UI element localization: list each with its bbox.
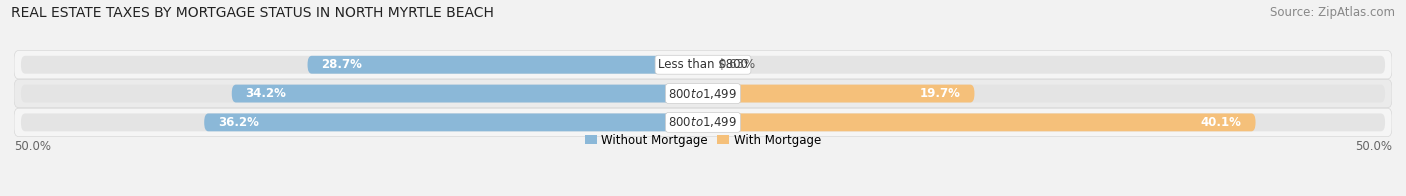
FancyBboxPatch shape [14, 51, 1392, 79]
Text: 19.7%: 19.7% [920, 87, 960, 100]
Text: 34.2%: 34.2% [246, 87, 287, 100]
Text: 50.0%: 50.0% [1355, 140, 1392, 153]
FancyBboxPatch shape [703, 85, 974, 103]
FancyBboxPatch shape [21, 113, 1385, 131]
Text: 40.1%: 40.1% [1201, 116, 1241, 129]
FancyBboxPatch shape [308, 56, 703, 74]
Text: Source: ZipAtlas.com: Source: ZipAtlas.com [1270, 6, 1395, 19]
FancyBboxPatch shape [21, 85, 1385, 103]
FancyBboxPatch shape [14, 108, 1392, 136]
Text: Less than $800: Less than $800 [658, 58, 748, 71]
Legend: Without Mortgage, With Mortgage: Without Mortgage, With Mortgage [585, 134, 821, 147]
FancyBboxPatch shape [232, 85, 703, 103]
FancyBboxPatch shape [703, 56, 711, 74]
Text: REAL ESTATE TAXES BY MORTGAGE STATUS IN NORTH MYRTLE BEACH: REAL ESTATE TAXES BY MORTGAGE STATUS IN … [11, 6, 494, 20]
Text: 0.63%: 0.63% [718, 58, 755, 71]
Text: 36.2%: 36.2% [218, 116, 259, 129]
FancyBboxPatch shape [703, 113, 1256, 131]
FancyBboxPatch shape [14, 79, 1392, 108]
Text: $800 to $1,499: $800 to $1,499 [668, 87, 738, 101]
FancyBboxPatch shape [21, 56, 1385, 74]
FancyBboxPatch shape [204, 113, 703, 131]
Text: 50.0%: 50.0% [14, 140, 51, 153]
Text: 28.7%: 28.7% [322, 58, 363, 71]
Text: $800 to $1,499: $800 to $1,499 [668, 115, 738, 129]
